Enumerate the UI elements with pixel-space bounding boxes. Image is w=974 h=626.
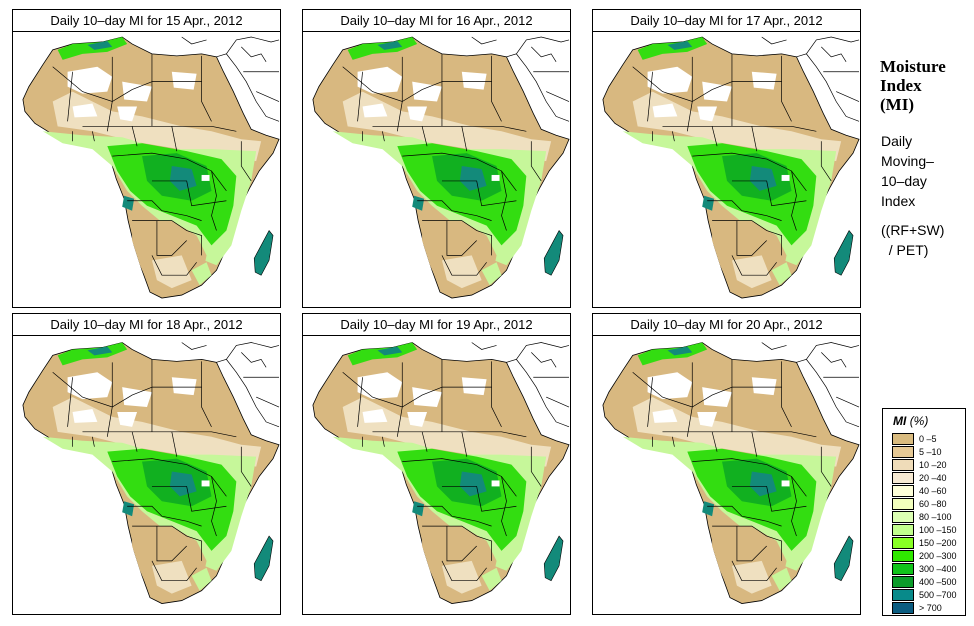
africa-moisture-map [302, 31, 571, 308]
color-legend: MI (%) 0 –5 5 –10 10 –20 20 –40 40 –60 60 –80… [882, 408, 966, 616]
index-title-line: Moisture [880, 57, 946, 76]
legend-label: 80 –100 [919, 511, 952, 522]
legend-swatch [892, 549, 914, 562]
legend-label: 40 –60 [919, 485, 947, 496]
legend-swatch [892, 523, 914, 536]
formula-line: / PET) [881, 242, 929, 258]
legend-item: 0 –5 [892, 432, 957, 445]
legend-label: 400 –500 [919, 576, 957, 587]
legend-label: 60 –80 [919, 498, 947, 509]
panel-title: Daily 10–day MI for 17 Apr., 2012 [592, 9, 861, 32]
legend-title: MI (%) [893, 414, 928, 428]
index-description: Daily Moving– 10–day Index [881, 131, 934, 211]
legend-item: 40 –60 [892, 484, 957, 497]
legend-swatch [892, 497, 914, 510]
legend-item: 100 –150 [892, 523, 957, 536]
legend-label: 0 –5 [919, 433, 937, 444]
legend-label: 10 –20 [919, 459, 947, 470]
panel-title: Daily 10–day MI for 18 Apr., 2012 [12, 313, 281, 336]
legend-item: 80 –100 [892, 510, 957, 523]
africa-moisture-map [592, 335, 861, 615]
legend-swatch [892, 601, 914, 614]
africa-moisture-map [12, 31, 281, 308]
legend-label: > 700 [919, 602, 942, 613]
legend-item: 5 –10 [892, 445, 957, 458]
legend-label: 500 –700 [919, 589, 957, 600]
legend-title-text: MI [893, 414, 907, 428]
legend-label: 300 –400 [919, 563, 957, 574]
legend-label: 100 –150 [919, 524, 957, 535]
description-line: Moving– [881, 153, 934, 169]
formula-line: ((RF+SW) [881, 222, 945, 238]
legend-label: 150 –200 [919, 537, 957, 548]
legend-swatch [892, 471, 914, 484]
legend-swatch [892, 562, 914, 575]
panel-title: Daily 10–day MI for 16 Apr., 2012 [302, 9, 571, 32]
panel-title: Daily 10–day MI for 15 Apr., 2012 [12, 9, 281, 32]
panel-title: Daily 10–day MI for 19 Apr., 2012 [302, 313, 571, 336]
africa-moisture-map [12, 335, 281, 615]
legend-swatch [892, 445, 914, 458]
index-title-line: Index [880, 76, 922, 95]
index-formula: ((RF+SW) / PET) [881, 220, 944, 260]
legend-swatch [892, 458, 914, 471]
legend-swatch [892, 510, 914, 523]
description-line: Daily [881, 133, 913, 149]
legend-item: > 700 [892, 601, 957, 614]
legend-item: 500 –700 [892, 588, 957, 601]
legend-swatch [892, 575, 914, 588]
legend-item: 20 –40 [892, 471, 957, 484]
legend-swatch [892, 432, 914, 445]
legend-item: 60 –80 [892, 497, 957, 510]
africa-moisture-map [302, 335, 571, 615]
legend-items: 0 –5 5 –10 10 –20 20 –40 40 –60 60 –80 80 –100… [892, 432, 957, 614]
legend-swatch [892, 484, 914, 497]
panel-title: Daily 10–day MI for 20 Apr., 2012 [592, 313, 861, 336]
legend-swatch [892, 588, 914, 601]
index-title-line: (MI) [880, 95, 914, 114]
legend-item: 300 –400 [892, 562, 957, 575]
index-title: Moisture Index (MI) [880, 57, 946, 114]
legend-label: 200 –300 [919, 550, 957, 561]
legend-item: 150 –200 [892, 536, 957, 549]
legend-item: 400 –500 [892, 575, 957, 588]
description-line: 10–day [881, 173, 927, 189]
legend-label: 5 –10 [919, 446, 942, 457]
legend-label: 20 –40 [919, 472, 947, 483]
africa-moisture-map [592, 31, 861, 308]
legend-item: 200 –300 [892, 549, 957, 562]
legend-swatch [892, 536, 914, 549]
legend-item: 10 –20 [892, 458, 957, 471]
legend-unit: (%) [909, 414, 929, 428]
description-line: Index [881, 193, 916, 209]
